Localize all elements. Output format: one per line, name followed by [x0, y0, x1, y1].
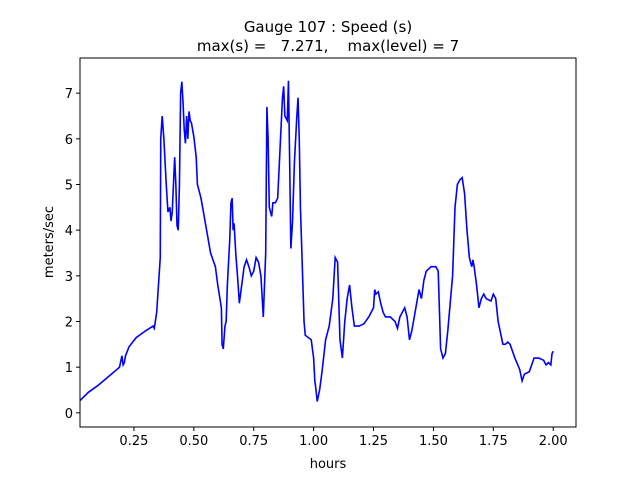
- axes-frame: [79, 57, 577, 428]
- x-tick-label: 1.75: [479, 434, 508, 449]
- y-tick-label: 5: [65, 179, 73, 194]
- x-tick-label: 2.00: [539, 434, 568, 449]
- y-tick-label: 2: [65, 316, 73, 331]
- x-tick-label: 0.50: [179, 434, 208, 449]
- y-tick-label: 6: [65, 133, 73, 148]
- y-tick-label: 4: [65, 224, 73, 239]
- x-tick-label: 1.50: [419, 434, 448, 449]
- x-tick-label: 0.75: [239, 434, 268, 449]
- x-tick-label: 1.00: [299, 434, 328, 449]
- y-tick-label: 7: [65, 87, 73, 102]
- chart-title: Gauge 107 : Speed (s): [244, 18, 412, 36]
- y-tick-label: 1: [65, 361, 73, 376]
- x-axis-label: hours: [310, 457, 347, 472]
- y-tick-label: 3: [65, 270, 73, 285]
- x-tick-label: 1.25: [359, 434, 388, 449]
- y-tick-label: 0: [65, 407, 73, 422]
- data-line: [79, 80, 554, 402]
- x-tick-label: 0.25: [119, 434, 148, 449]
- y-axis-label: meters/sec: [42, 206, 57, 278]
- chart-subtitle: max(s) = 7.271, max(level) = 7: [197, 37, 459, 55]
